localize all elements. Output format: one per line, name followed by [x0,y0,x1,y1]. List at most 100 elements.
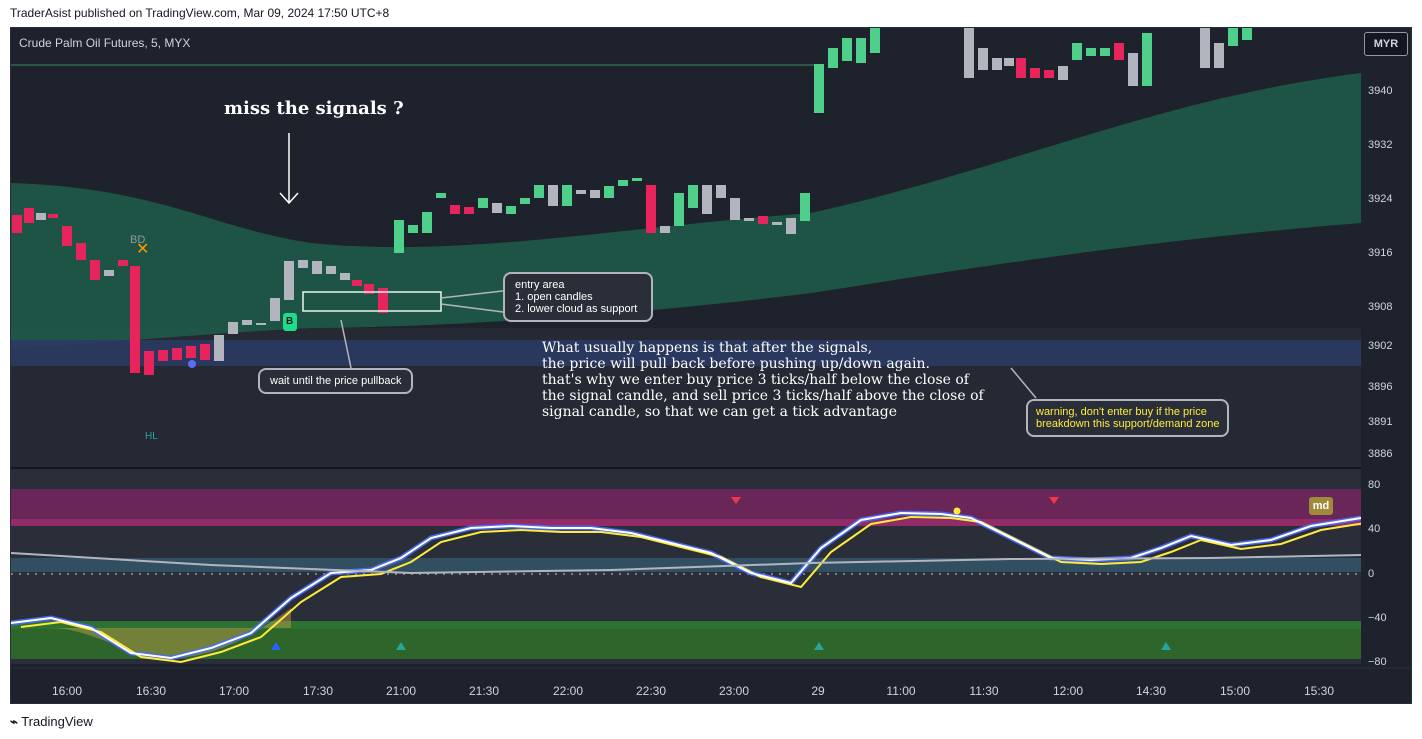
time-label: 11:30 [969,684,999,698]
candle [548,185,558,206]
candle [1004,58,1014,66]
time-label: 17:30 [302,684,334,698]
candle [90,260,100,280]
candle [992,58,1002,70]
candle [632,178,642,181]
candle [12,215,22,233]
time-label: 15:30 [1303,684,1335,698]
note-line: entry area [515,279,565,291]
candle [228,322,238,334]
candle [730,198,740,220]
osc-label: −80 [1368,656,1387,668]
buy-arrow-3 [1161,642,1171,650]
price-label: 3891 [1368,416,1393,428]
buy-arrow-2 [814,642,824,650]
candle [1100,48,1110,56]
time-label: 21:30 [468,684,500,698]
time-label: 11:00 [886,684,916,698]
candle [674,193,684,226]
candle [590,190,600,198]
price-label: 3924 [1368,193,1393,205]
candle [828,48,838,68]
candle [842,38,852,61]
price-label: 3932 [1368,139,1393,151]
buy-label: B [286,316,294,327]
buy-signal-badge [283,313,297,331]
candle [702,185,712,214]
tradingview-logo[interactable]: ⌁ TradingView [10,714,93,730]
candle [118,260,128,266]
candle [104,270,114,276]
candle [36,213,46,220]
candle [144,351,154,375]
time-label: 21:00 [385,684,417,698]
time-label: 29 [811,684,825,698]
time-label: 22:00 [552,684,584,698]
candle [158,350,168,361]
candle [520,198,530,204]
candle [364,284,374,294]
candle [464,207,474,214]
chart-frame[interactable]: ✕ Crude [10,27,1412,704]
candle [1114,43,1124,60]
candle [422,212,432,233]
note-line: 2. lower cloud as support [515,303,638,315]
candle [964,28,974,78]
support-zone [11,340,1361,366]
candle [378,288,388,313]
candle [172,348,182,360]
oscillator-baseline [11,552,1362,575]
candle [660,226,670,233]
candle [256,323,266,325]
candle [270,298,280,321]
candle [646,185,656,233]
candle [604,186,614,198]
candle [62,226,72,246]
note-line: 1. open candles [515,291,593,303]
cross-marker: ✕ [136,241,149,258]
candle [48,214,58,218]
wait-note: wait until the price pullback [258,368,414,394]
candle [506,206,516,214]
candle [214,335,224,361]
candle [436,193,446,198]
candle [1142,33,1152,86]
candle [786,218,796,234]
candle [562,185,572,206]
candle [772,222,782,225]
price-label: 3896 [1368,381,1393,393]
candle [1016,58,1026,78]
candle [870,28,880,53]
warning-note: warning, don't enter buy if the price br… [1026,399,1230,437]
candle [312,261,322,274]
candle [1072,43,1082,60]
candle [978,48,988,70]
candle [326,266,336,274]
time-label: 16:30 [135,684,167,698]
yellow-dot [953,507,961,515]
bd-label: BD [130,234,146,246]
candle [352,280,362,286]
time-label: 14:30 [1135,684,1167,698]
osc-label: 80 [1368,479,1381,491]
currency-button[interactable]: MYR [1364,32,1408,56]
sell-arrow-1 [731,497,741,504]
publish-info: TraderAsist published on TradingView.com… [10,6,390,20]
chart-canvas[interactable]: ✕ [11,28,1411,703]
explanation-text: What usually happens is that after the s… [542,340,984,420]
price-label: 3916 [1368,247,1393,259]
dot-marker [188,360,196,368]
md-badge: md [1309,497,1333,515]
warning-line: breakdown this support/demand zone [1036,418,1220,430]
candle [298,260,308,268]
time-label: 15:00 [1219,684,1251,698]
osc-label: 0 [1368,568,1375,580]
low-glow [51,608,291,658]
candle [716,185,726,198]
blue-arrow [271,642,281,650]
osc-label: 40 [1368,523,1381,535]
candle [1228,28,1238,46]
time-label: 17:00 [218,684,250,698]
candle [1044,70,1054,78]
chart-title: Crude Palm Oil Futures, 5, MYX [19,36,191,50]
